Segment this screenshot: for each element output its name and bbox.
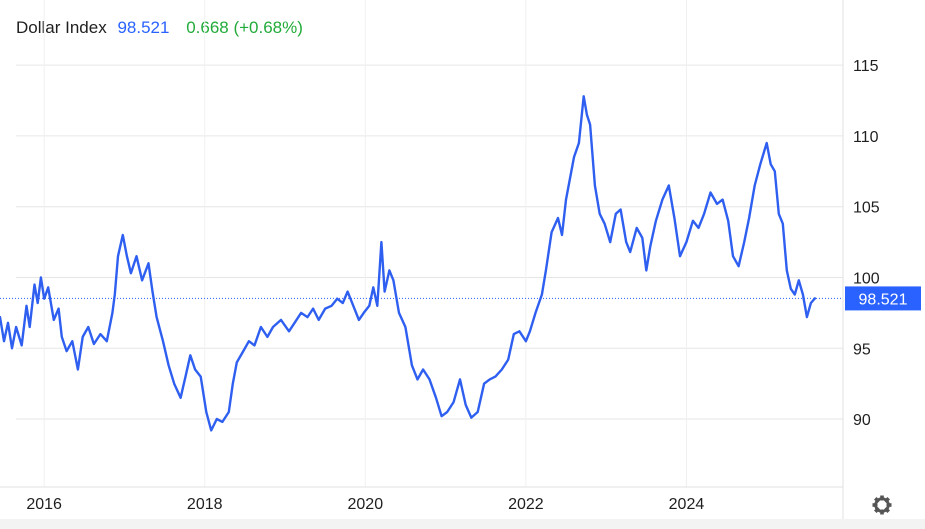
series-line xyxy=(0,95,817,432)
current-price: 98.521 xyxy=(117,18,170,37)
y-tick-label: 105 xyxy=(853,200,880,217)
y-tick-label: 95 xyxy=(853,341,871,358)
x-tick-label: 2022 xyxy=(508,496,544,513)
chart-title: Dollar Index xyxy=(16,18,107,37)
y-tick-label: 115 xyxy=(853,58,879,75)
x-tick-label: 2018 xyxy=(187,496,223,513)
price-badge-label: 98.521 xyxy=(859,291,908,308)
y-tick-label: 110 xyxy=(853,129,879,146)
x-tick-label: 2024 xyxy=(669,496,705,513)
gear-icon[interactable] xyxy=(872,495,892,515)
x-tick-label: 2020 xyxy=(348,496,384,513)
price-change: 0.668 (+0.68%) xyxy=(186,18,303,37)
y-tick-label: 90 xyxy=(853,412,871,429)
y-tick-label: 100 xyxy=(853,270,880,287)
chart-header: Dollar Index 98.521 0.668 (+0.68%) xyxy=(16,18,309,38)
bottom-strip xyxy=(0,519,925,529)
x-tick-label: 2016 xyxy=(26,496,62,513)
price-badge xyxy=(845,286,921,311)
